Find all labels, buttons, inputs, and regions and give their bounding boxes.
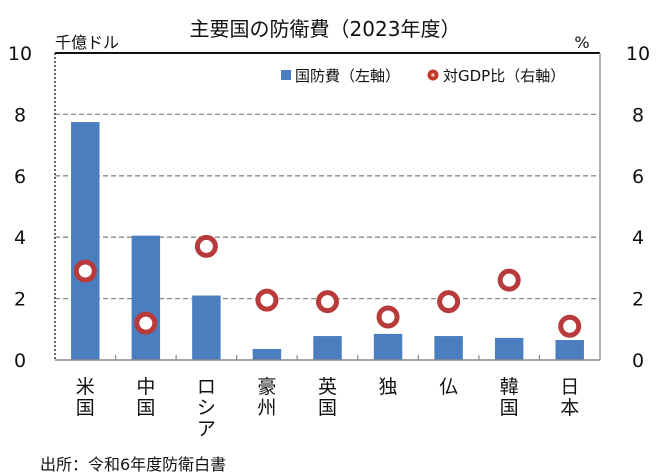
- right-tick-label: 4: [632, 227, 644, 249]
- point-米国: [73, 259, 97, 283]
- bar-独: [373, 333, 403, 360]
- point-中国: [134, 311, 158, 335]
- category-label-ロシア: ロシア: [197, 376, 216, 440]
- legend-swatch-bar: [281, 70, 291, 80]
- category-label-仏: 仏: [439, 376, 458, 398]
- point-仏: [437, 290, 461, 314]
- bar-英国: [313, 336, 342, 360]
- right-tick-label: 8: [632, 104, 644, 126]
- right-axis-ticks: 0 2 4 6 8 10: [626, 43, 650, 372]
- category-label-英国: 英国: [318, 376, 337, 419]
- category-label-豪州: 豪州: [257, 376, 276, 419]
- bar-中国: [131, 235, 161, 360]
- left-tick-label: 6: [14, 166, 26, 188]
- bar-豪州: [252, 348, 282, 360]
- right-tick-label: 0: [632, 350, 644, 372]
- point-英国: [316, 290, 339, 314]
- bar-仏: [434, 336, 463, 360]
- category-label-韓国: 韓国: [500, 376, 519, 419]
- bar-series: [71, 122, 584, 360]
- legend-label-gdp-ratio: 対GDP比（右軸）: [443, 67, 565, 85]
- left-tick-label: 10: [8, 43, 32, 65]
- gdp-ratio-series: [73, 234, 582, 338]
- legend-label-defense: 国防費（左軸）: [295, 67, 400, 85]
- right-tick-label: 2: [632, 289, 644, 311]
- category-label-米国: 米国: [76, 376, 95, 419]
- left-tick-label: 8: [14, 104, 26, 126]
- left-axis-ticks: 0 2 4 6 8 10: [8, 43, 32, 372]
- right-tick-label: 10: [626, 43, 650, 65]
- legend: 国防費（左軸） 対GDP比（右軸）: [281, 67, 565, 85]
- bar-米国: [71, 122, 100, 360]
- bar-ロシア: [192, 295, 221, 360]
- bar-韓国: [494, 337, 524, 360]
- bar-日本: [555, 340, 584, 360]
- left-tick-label: 2: [14, 289, 26, 311]
- axes: [54, 52, 601, 361]
- category-label-独: 独: [379, 376, 398, 398]
- category-label-日本: 日本: [560, 376, 579, 419]
- right-tick-label: 6: [632, 166, 644, 188]
- point-独: [376, 305, 400, 329]
- point-韓国: [497, 268, 521, 292]
- point-ロシア: [194, 234, 218, 258]
- chart-title: 主要国の防衛費（2023年度）: [190, 17, 461, 41]
- category-label-中国: 中国: [136, 376, 155, 419]
- left-tick-label: 4: [14, 227, 26, 249]
- source-note: 出所：令和6年度防衛白書: [40, 455, 226, 474]
- left-tick-label: 0: [14, 350, 26, 372]
- point-日本: [558, 314, 582, 338]
- left-axis-unit: 千億ドル: [55, 33, 119, 52]
- right-axis-unit: %: [574, 33, 589, 52]
- point-豪州: [255, 288, 279, 312]
